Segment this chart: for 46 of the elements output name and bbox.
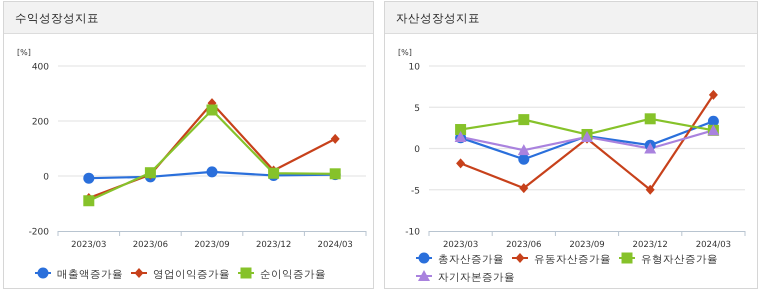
point [206, 104, 218, 116]
point [144, 167, 156, 178]
point [456, 158, 466, 168]
legend-label: 자기자본증가율 [438, 272, 515, 284]
legend-label: 총자산증가율 [438, 254, 504, 266]
x-tick-label: 2023/06 [132, 240, 168, 250]
y-tick-label: 0 [414, 145, 420, 155]
y-tick-label: 200 [32, 118, 50, 128]
chart-title: 자산성장성지표 [396, 11, 480, 25]
legend-label: 유형자산증가율 [641, 254, 718, 266]
legend-label: 유동자산증가율 [534, 254, 611, 266]
x-tick-label: 2024/03 [318, 240, 353, 250]
legend-label: 순이익증가율 [260, 268, 326, 280]
x-tick-label: 2023/09 [569, 240, 605, 250]
point [518, 144, 530, 156]
point [455, 124, 466, 136]
x-tick-label: 2024/03 [696, 240, 732, 250]
point [644, 142, 656, 154]
y-axis-title: [%] [398, 48, 412, 57]
point [206, 166, 218, 178]
y-tick-label: 400 [32, 62, 50, 72]
point [708, 90, 718, 100]
x-tick-label: 2023/03 [442, 240, 478, 250]
point [330, 134, 340, 144]
point [519, 183, 528, 194]
x-tick-label: 2023/09 [194, 240, 230, 250]
x-tick-label: 2023/06 [506, 240, 542, 250]
y-tick-label: -10 [405, 228, 420, 238]
point [83, 195, 94, 206]
y-tick-label: -5 [411, 186, 420, 196]
point [644, 113, 656, 124]
point [646, 184, 655, 195]
y-tick-label: 0 [43, 172, 50, 182]
y-axis-title: [%] [17, 48, 31, 57]
x-tick-label: 2023/12 [632, 240, 668, 250]
chart-title: 수익성장성지표 [15, 11, 99, 25]
legend-label: 영업이익증가율 [153, 268, 230, 280]
y-tick-label: 10 [408, 62, 420, 72]
point [83, 172, 94, 184]
y-tick-label: -200 [28, 228, 50, 238]
point [518, 154, 530, 165]
x-tick-label: 2023/03 [71, 240, 106, 250]
y-tick-label: 5 [414, 104, 420, 114]
point [518, 114, 530, 126]
x-tick-label: 2023/12 [256, 240, 292, 250]
legend-label: 매출액증가율 [57, 268, 123, 280]
